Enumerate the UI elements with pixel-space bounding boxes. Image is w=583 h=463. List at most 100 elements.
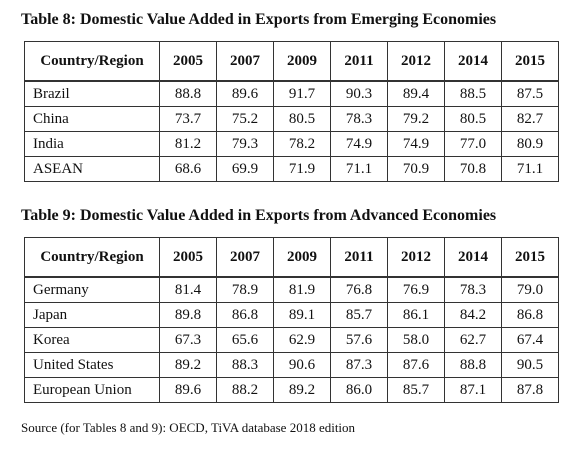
column-header: 2007 xyxy=(216,237,274,278)
column-header: 2009 xyxy=(273,41,331,82)
value-cell: 87.3 xyxy=(330,352,388,378)
source-note: Source (for Tables 8 and 9): OECD, TiVA … xyxy=(21,420,356,435)
table-row: United States 89.2 88.3 90.6 87.3 87.6 8… xyxy=(24,352,559,378)
value-cell: 90.6 xyxy=(273,352,331,378)
table-9-title: Table 9: Domestic Value Added in Exports… xyxy=(21,207,497,224)
value-cell: 88.3 xyxy=(216,352,274,378)
column-header: 2005 xyxy=(159,41,217,82)
table-row: China 73.7 75.2 80.5 78.3 79.2 80.5 82.7 xyxy=(24,106,559,132)
value-cell: 90.5 xyxy=(501,352,559,378)
column-header: 2007 xyxy=(216,41,274,82)
value-cell: 78.9 xyxy=(216,276,274,303)
value-cell: 78.3 xyxy=(330,106,388,132)
value-cell: 71.1 xyxy=(501,156,559,182)
value-cell: 58.0 xyxy=(387,327,445,353)
value-cell: 88.2 xyxy=(216,377,274,403)
column-header: 2015 xyxy=(501,41,559,82)
value-cell: 87.1 xyxy=(444,377,502,403)
value-cell: 76.8 xyxy=(330,276,388,303)
table-header-row: Country/Region 2005 2007 2009 2011 2012 … xyxy=(24,41,559,82)
value-cell: 91.7 xyxy=(273,80,331,107)
value-cell: 86.1 xyxy=(387,302,445,328)
country-cell: Japan xyxy=(24,302,160,328)
value-cell: 80.9 xyxy=(501,131,559,157)
value-cell: 89.4 xyxy=(387,80,445,107)
value-cell: 77.0 xyxy=(444,131,502,157)
table-row: Korea 67.3 65.6 62.9 57.6 58.0 62.7 67.4 xyxy=(24,327,559,353)
table-row: European Union 89.6 88.2 89.2 86.0 85.7 … xyxy=(24,377,559,403)
column-header: 2011 xyxy=(330,237,388,278)
country-cell: India xyxy=(24,131,160,157)
table-row: Brazil 88.8 89.6 91.7 90.3 89.4 88.5 87.… xyxy=(24,80,559,107)
value-cell: 74.9 xyxy=(330,131,388,157)
value-cell: 76.9 xyxy=(387,276,445,303)
value-cell: 73.7 xyxy=(159,106,217,132)
country-cell: United States xyxy=(24,352,160,378)
value-cell: 88.5 xyxy=(444,80,502,107)
value-cell: 67.3 xyxy=(159,327,217,353)
value-cell: 79.2 xyxy=(387,106,445,132)
value-cell: 78.3 xyxy=(444,276,502,303)
country-cell: China xyxy=(24,106,160,132)
value-cell: 80.5 xyxy=(444,106,502,132)
value-cell: 62.9 xyxy=(273,327,331,353)
value-cell: 89.2 xyxy=(159,352,217,378)
value-cell: 80.5 xyxy=(273,106,331,132)
value-cell: 89.2 xyxy=(273,377,331,403)
value-cell: 82.7 xyxy=(501,106,559,132)
value-cell: 67.4 xyxy=(501,327,559,353)
value-cell: 62.7 xyxy=(444,327,502,353)
country-cell: Germany xyxy=(24,276,160,303)
value-cell: 81.2 xyxy=(159,131,217,157)
value-cell: 86.0 xyxy=(330,377,388,403)
value-cell: 79.3 xyxy=(216,131,274,157)
table-row: India 81.2 79.3 78.2 74.9 74.9 77.0 80.9 xyxy=(24,131,559,157)
value-cell: 90.3 xyxy=(330,80,388,107)
value-cell: 71.1 xyxy=(330,156,388,182)
column-header: Country/Region xyxy=(24,237,160,278)
column-header: 2012 xyxy=(387,41,445,82)
column-header: Country/Region xyxy=(24,41,160,82)
column-header: 2014 xyxy=(444,41,502,82)
value-cell: 78.2 xyxy=(273,131,331,157)
country-cell: European Union xyxy=(24,377,160,403)
value-cell: 85.7 xyxy=(387,377,445,403)
value-cell: 74.9 xyxy=(387,131,445,157)
value-cell: 86.8 xyxy=(216,302,274,328)
value-cell: 70.9 xyxy=(387,156,445,182)
value-cell: 85.7 xyxy=(330,302,388,328)
column-header: 2005 xyxy=(159,237,217,278)
value-cell: 65.6 xyxy=(216,327,274,353)
value-cell: 81.4 xyxy=(159,276,217,303)
table-row: Germany 81.4 78.9 81.9 76.8 76.9 78.3 79… xyxy=(24,276,559,303)
column-header: 2012 xyxy=(387,237,445,278)
value-cell: 84.2 xyxy=(444,302,502,328)
value-cell: 75.2 xyxy=(216,106,274,132)
table-row: Japan 89.8 86.8 89.1 85.7 86.1 84.2 86.8 xyxy=(24,302,559,328)
value-cell: 88.8 xyxy=(444,352,502,378)
emerging-economies-table: Country/Region 2005 2007 2009 2011 2012 … xyxy=(24,41,559,182)
advanced-economies-table: Country/Region 2005 2007 2009 2011 2012 … xyxy=(24,237,559,403)
value-cell: 89.6 xyxy=(159,377,217,403)
value-cell: 69.9 xyxy=(216,156,274,182)
country-cell: Korea xyxy=(24,327,160,353)
value-cell: 71.9 xyxy=(273,156,331,182)
value-cell: 79.0 xyxy=(501,276,559,303)
table-header-row: Country/Region 2005 2007 2009 2011 2012 … xyxy=(24,237,559,278)
value-cell: 87.5 xyxy=(501,80,559,107)
value-cell: 86.8 xyxy=(501,302,559,328)
value-cell: 87.8 xyxy=(501,377,559,403)
value-cell: 88.8 xyxy=(159,80,217,107)
column-header: 2014 xyxy=(444,237,502,278)
column-header: 2015 xyxy=(501,237,559,278)
column-header: 2009 xyxy=(273,237,331,278)
value-cell: 89.1 xyxy=(273,302,331,328)
value-cell: 89.6 xyxy=(216,80,274,107)
value-cell: 87.6 xyxy=(387,352,445,378)
country-cell: ASEAN xyxy=(24,156,160,182)
country-cell: Brazil xyxy=(24,80,160,107)
value-cell: 89.8 xyxy=(159,302,217,328)
table-row: ASEAN 68.6 69.9 71.9 71.1 70.9 70.8 71.1 xyxy=(24,156,559,182)
value-cell: 81.9 xyxy=(273,276,331,303)
